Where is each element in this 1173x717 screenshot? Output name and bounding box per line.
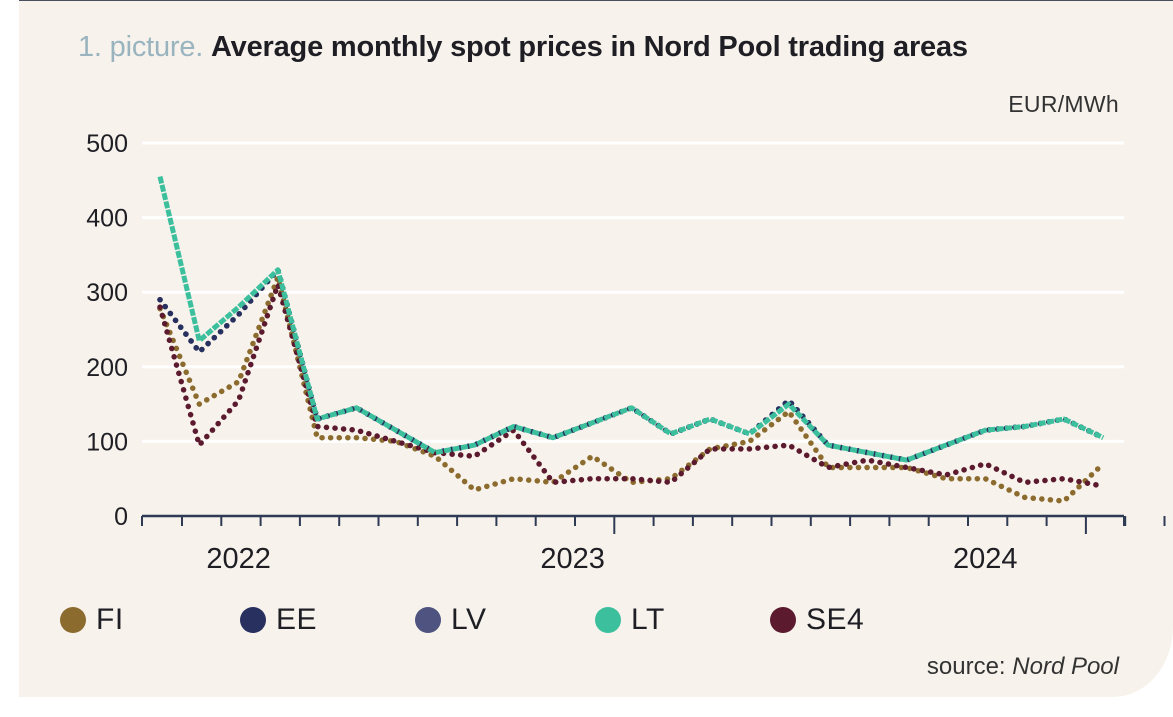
legend-label: EE [276, 603, 318, 636]
x-year-label: 2024 [953, 543, 1018, 575]
y-tick-label: 300 [86, 279, 128, 307]
legend-marker [770, 607, 796, 633]
legend-item-se4: SE4 [770, 600, 864, 640]
chart-title: 1. picture. Average monthly spot prices … [78, 31, 968, 64]
legend-label: FI [96, 603, 124, 636]
legend-marker [415, 607, 441, 633]
title-main: Average monthly spot prices in Nord Pool… [211, 31, 968, 63]
legend-marker [240, 607, 266, 633]
source-name: Nord Pool [1012, 653, 1119, 680]
series-line-ee [157, 267, 1106, 463]
chart-card: 1. picture. Average monthly spot prices … [19, 0, 1173, 697]
legend-item-ee: EE [240, 600, 317, 640]
y-tick-label: 200 [86, 354, 128, 382]
series-line-se4 [157, 281, 1106, 489]
legend-label: LV [451, 603, 487, 636]
series-line-fi [157, 274, 1106, 504]
legend-marker [60, 607, 86, 633]
legend-marker [595, 607, 621, 633]
unit-label: EUR/MWh [1008, 91, 1119, 117]
source-label: source: [926, 653, 1006, 680]
x-year-label: 2022 [206, 543, 271, 575]
series-line-lt [157, 176, 1105, 463]
legend-item-lt: LT [595, 600, 665, 640]
title-prefix: 1. picture. [78, 31, 204, 63]
legend-label: SE4 [806, 603, 865, 636]
y-tick-label: 400 [86, 205, 128, 233]
source-note: source: Nord Pool [927, 653, 1119, 681]
legend: FI EE LV LT SE4 [60, 600, 960, 640]
y-tick-label: 500 [86, 130, 128, 158]
x-year-label: 2023 [540, 543, 605, 575]
y-tick-label: 100 [86, 428, 128, 456]
legend-item-fi: FI [60, 600, 124, 640]
legend-item-lv: LV [415, 600, 486, 640]
legend-label: LT [631, 603, 665, 636]
y-tick-label: 0 [114, 503, 128, 531]
